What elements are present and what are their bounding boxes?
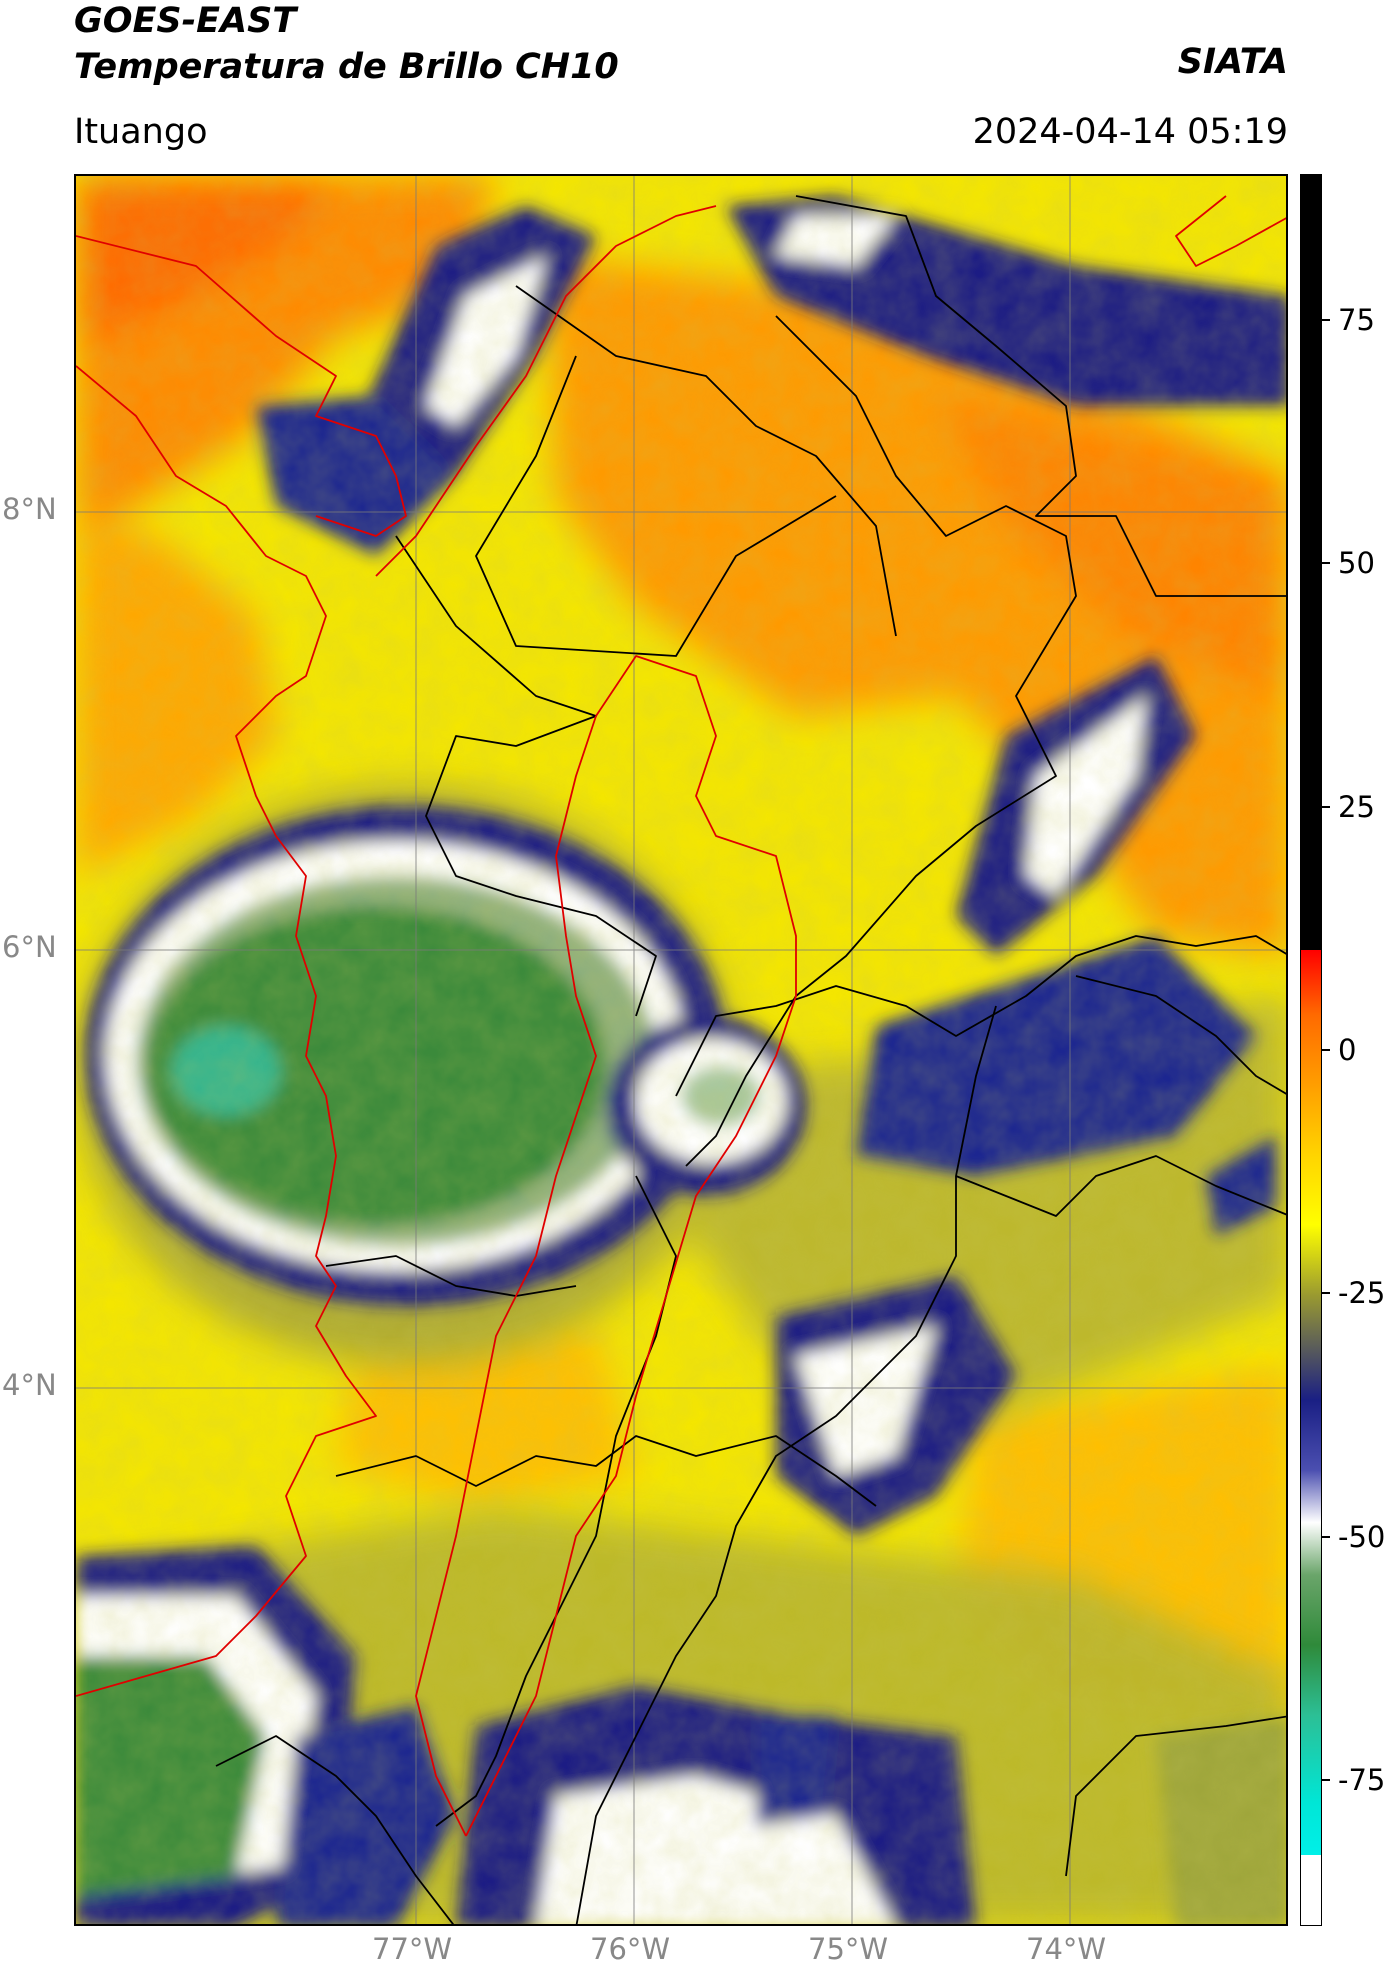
- colorbar-tick-mark: [1322, 1535, 1330, 1538]
- lon-tick-label: 74°W: [1026, 1932, 1107, 1966]
- brand-label: SIATA: [1177, 42, 1288, 82]
- lat-tick-label: 6°N: [2, 930, 57, 964]
- location-label: Ituango: [74, 112, 208, 152]
- product-title: Temperatura de Brillo CH10: [74, 47, 619, 87]
- colorbar-tick-label: -50: [1338, 1519, 1384, 1554]
- lon-tick-label: 77°W: [372, 1932, 453, 1966]
- lon-tick-label: 75°W: [808, 1932, 889, 1966]
- colorbar-tick-mark: [1322, 1049, 1330, 1051]
- title-block: GOES-EAST Temperatura de Brillo CH10: [74, 0, 619, 90]
- lat-tick-label: 8°N: [2, 492, 57, 526]
- colorbar-tick-label: 25: [1338, 789, 1375, 824]
- department-boundaries: [215, 195, 1286, 1924]
- colorbar-tick-label: 0: [1338, 1033, 1357, 1067]
- colorbar-tick-mark: [1322, 562, 1330, 565]
- lon-tick-label: 76°W: [590, 1932, 671, 1966]
- country-boundaries: [76, 195, 1286, 1837]
- satellite-map[interactable]: [74, 174, 1288, 1926]
- colorbar-tick-mark: [1322, 1292, 1330, 1295]
- colorbar-tick-mark: [1322, 805, 1330, 808]
- timestamp-label: 2024-04-14 05:19: [972, 112, 1288, 152]
- graticule: [76, 176, 1286, 1924]
- colorbar-tick-label: -25: [1338, 1276, 1384, 1311]
- colorbar-tick-mark: [1322, 1779, 1330, 1781]
- colorbar-tick-label: 75: [1338, 303, 1375, 337]
- map-canvas: [76, 176, 1286, 1924]
- colorbar-tick-label: -75: [1338, 1763, 1384, 1797]
- temperature-colorbar: [1300, 174, 1322, 1926]
- satellite-title: GOES-EAST: [74, 1, 297, 41]
- colorbar-tick-label: 50: [1338, 546, 1375, 581]
- colorbar-tick-mark: [1322, 319, 1330, 321]
- lat-tick-label: 4°N: [2, 1368, 57, 1402]
